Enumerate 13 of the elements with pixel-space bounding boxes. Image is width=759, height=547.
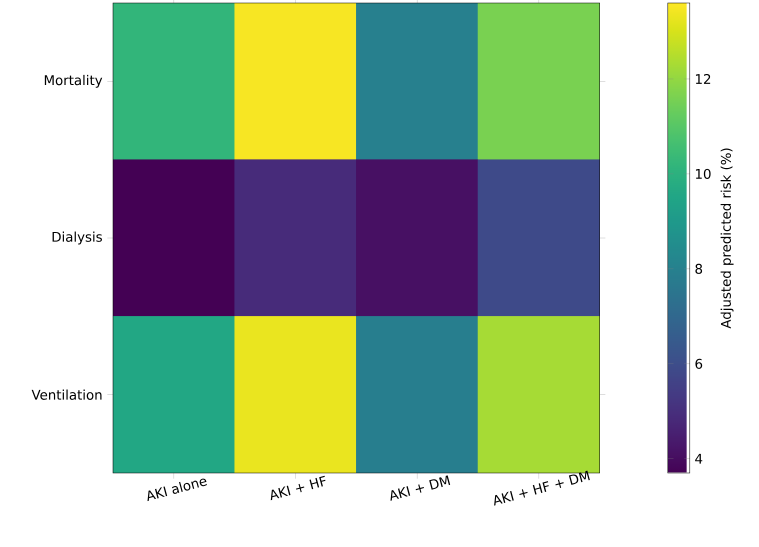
color-bar-label: 4 xyxy=(695,454,702,464)
color-bar-title: Adjusted predicted risk (%) xyxy=(720,148,734,329)
x-tick-label: AKI + HF + DM xyxy=(494,470,590,506)
y-tick-label: Ventilation xyxy=(32,390,102,400)
color-bar-label: 10 xyxy=(696,168,711,179)
y-tick-label: Dialysis xyxy=(52,232,102,244)
color-bar-label: 12 xyxy=(696,74,710,84)
x-tick-label: AKI + DM xyxy=(390,475,450,501)
color-bar-label: 8 xyxy=(695,264,702,274)
x-tick-label: AKI alone xyxy=(147,478,207,502)
y-tick-label: Mortality xyxy=(44,74,102,88)
x-tick-label: AKI + HF xyxy=(270,476,326,500)
color-bar-label: 6 xyxy=(695,358,702,369)
